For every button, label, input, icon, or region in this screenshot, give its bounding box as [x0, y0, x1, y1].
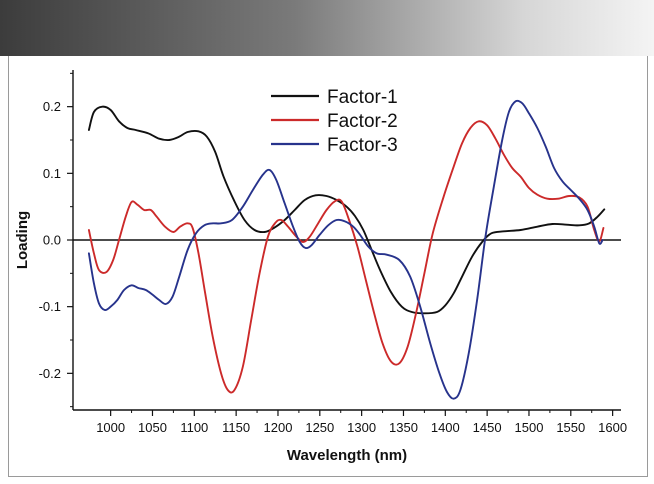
legend-entry-factor-3: Factor-3 [271, 135, 398, 156]
legend-label: Factor-3 [327, 135, 398, 156]
x-tick-label: 1600 [598, 420, 627, 435]
series-layer [87, 99, 606, 400]
x-tick-label: 1250 [305, 420, 334, 435]
header-gradient-band [0, 0, 654, 56]
x-tick-label: 1550 [556, 420, 585, 435]
y-tick-label: 0.1 [43, 166, 61, 181]
x-tick-label: 1050 [138, 420, 167, 435]
chart-panel: 1000 1050 1100 1150 1200 1250 1300 1350 1400 1450… [8, 56, 648, 477]
y-tick-label: 0.2 [43, 99, 61, 114]
series-line-factor-2 [87, 120, 605, 394]
legend-label: Factor-1 [327, 87, 398, 108]
legend: Factor-1 Factor-2 Factor-3 [271, 87, 398, 156]
x-tick-label: 1400 [431, 420, 460, 435]
axes-layer: 1000 1050 1100 1150 1200 1250 1300 1350 1400 1450… [39, 70, 627, 435]
x-tick-label: 1150 [222, 420, 250, 435]
loading-line-chart: 1000 1050 1100 1150 1200 1250 1300 1350 1400 1450… [14, 70, 627, 464]
y-axis-title: Loading [14, 211, 31, 269]
x-tick-label: 1500 [515, 420, 544, 435]
series-line-factor-1 [87, 105, 606, 315]
y-tick-label: -0.2 [39, 366, 61, 381]
x-tick-label: 1000 [96, 420, 125, 435]
x-tick-label: 1450 [473, 420, 502, 435]
x-tick-label: 1100 [180, 420, 208, 435]
x-tick-label: 1300 [347, 420, 376, 435]
series-line-factor-3 [87, 99, 604, 400]
legend-entry-factor-1: Factor-1 [271, 87, 398, 108]
x-tick-label: 1350 [389, 420, 418, 435]
y-tick-label: -0.1 [39, 299, 61, 314]
legend-entry-factor-2: Factor-2 [271, 111, 398, 132]
y-tick-label: 0.0 [43, 233, 61, 248]
x-axis-title: Wavelength (nm) [287, 447, 407, 464]
legend-label: Factor-2 [327, 111, 398, 132]
x-tick-label: 1200 [264, 420, 293, 435]
